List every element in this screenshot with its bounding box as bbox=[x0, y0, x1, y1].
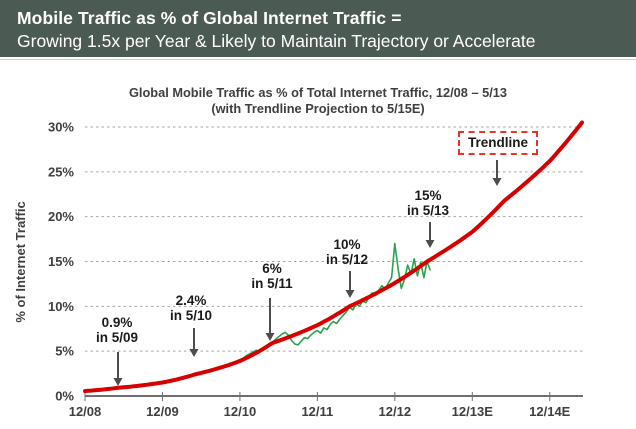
y-tick-label-0%: 0% bbox=[55, 389, 74, 404]
chart-subtitle: (with Trendline Projection to 5/15E) bbox=[211, 101, 425, 116]
y-axis-title: % of Internet Traffic bbox=[13, 201, 28, 322]
annotation-value-512: 10% bbox=[333, 237, 360, 252]
annotation-value-510: 2.4% bbox=[176, 293, 207, 308]
x-tick-label-12/11: 12/11 bbox=[301, 404, 333, 419]
trendline-label-box: Trendline bbox=[458, 131, 538, 155]
annotation-arrow-4-head bbox=[425, 240, 435, 248]
x-tick-label-12/10: 12/10 bbox=[224, 404, 257, 419]
y-tick-label-25%: 25% bbox=[48, 164, 74, 179]
annotation-value-511: 6% bbox=[262, 261, 282, 276]
x-tick-label-12/08: 12/08 bbox=[69, 404, 102, 419]
x-tick-label-12/14E: 12/14E bbox=[529, 404, 571, 419]
chart-title: Global Mobile Traffic as % of Total Inte… bbox=[128, 85, 508, 100]
trendline-curve bbox=[83, 120, 584, 394]
trendline-label-arrow-head bbox=[492, 178, 502, 186]
header-title-line2: Growing 1.5x per Year & Likely to Mainta… bbox=[17, 31, 536, 51]
annotation-date-0: in 5/09 bbox=[96, 330, 138, 345]
annotation-date-2: in 5/11 bbox=[251, 276, 293, 291]
actual-series-line bbox=[84, 242, 432, 392]
y-tick-label-5%: 5% bbox=[55, 344, 74, 359]
annotation-arrow-2-head bbox=[265, 333, 275, 341]
slide-header: Mobile Traffic as % of Global Internet T… bbox=[0, 0, 636, 57]
y-tick-label-10%: 10% bbox=[48, 299, 74, 314]
annotation-arrow-3-head bbox=[345, 290, 355, 298]
y-tick-label-15%: 15% bbox=[48, 254, 74, 269]
traffic-chart-plot: 0% 5% 10% 15% 20% 25% 30% 12/08 12/09 12/10 12/11 1… bbox=[13, 120, 584, 419]
annotation-value-513: 15% bbox=[414, 188, 441, 203]
header-title-line1: Mobile Traffic as % of Global Internet T… bbox=[17, 8, 402, 28]
x-tick-label-12/12: 12/12 bbox=[379, 404, 412, 419]
x-tick-label-12/09: 12/09 bbox=[146, 404, 179, 419]
annotation-date-3: in 5/12 bbox=[326, 252, 368, 267]
y-tick-label-30%: 30% bbox=[48, 120, 74, 134]
header-separator bbox=[0, 59, 636, 60]
annotation-value-509: 0.9% bbox=[102, 315, 133, 330]
y-tick-label-20%: 20% bbox=[48, 209, 74, 224]
x-tick-label-12/13E: 12/13E bbox=[452, 404, 494, 419]
annotation-date-1: in 5/10 bbox=[170, 308, 212, 323]
annotation-date-4: in 5/13 bbox=[407, 203, 450, 218]
annotation-arrow-0-head bbox=[113, 378, 123, 386]
annotation-arrow-1-head bbox=[189, 349, 199, 357]
